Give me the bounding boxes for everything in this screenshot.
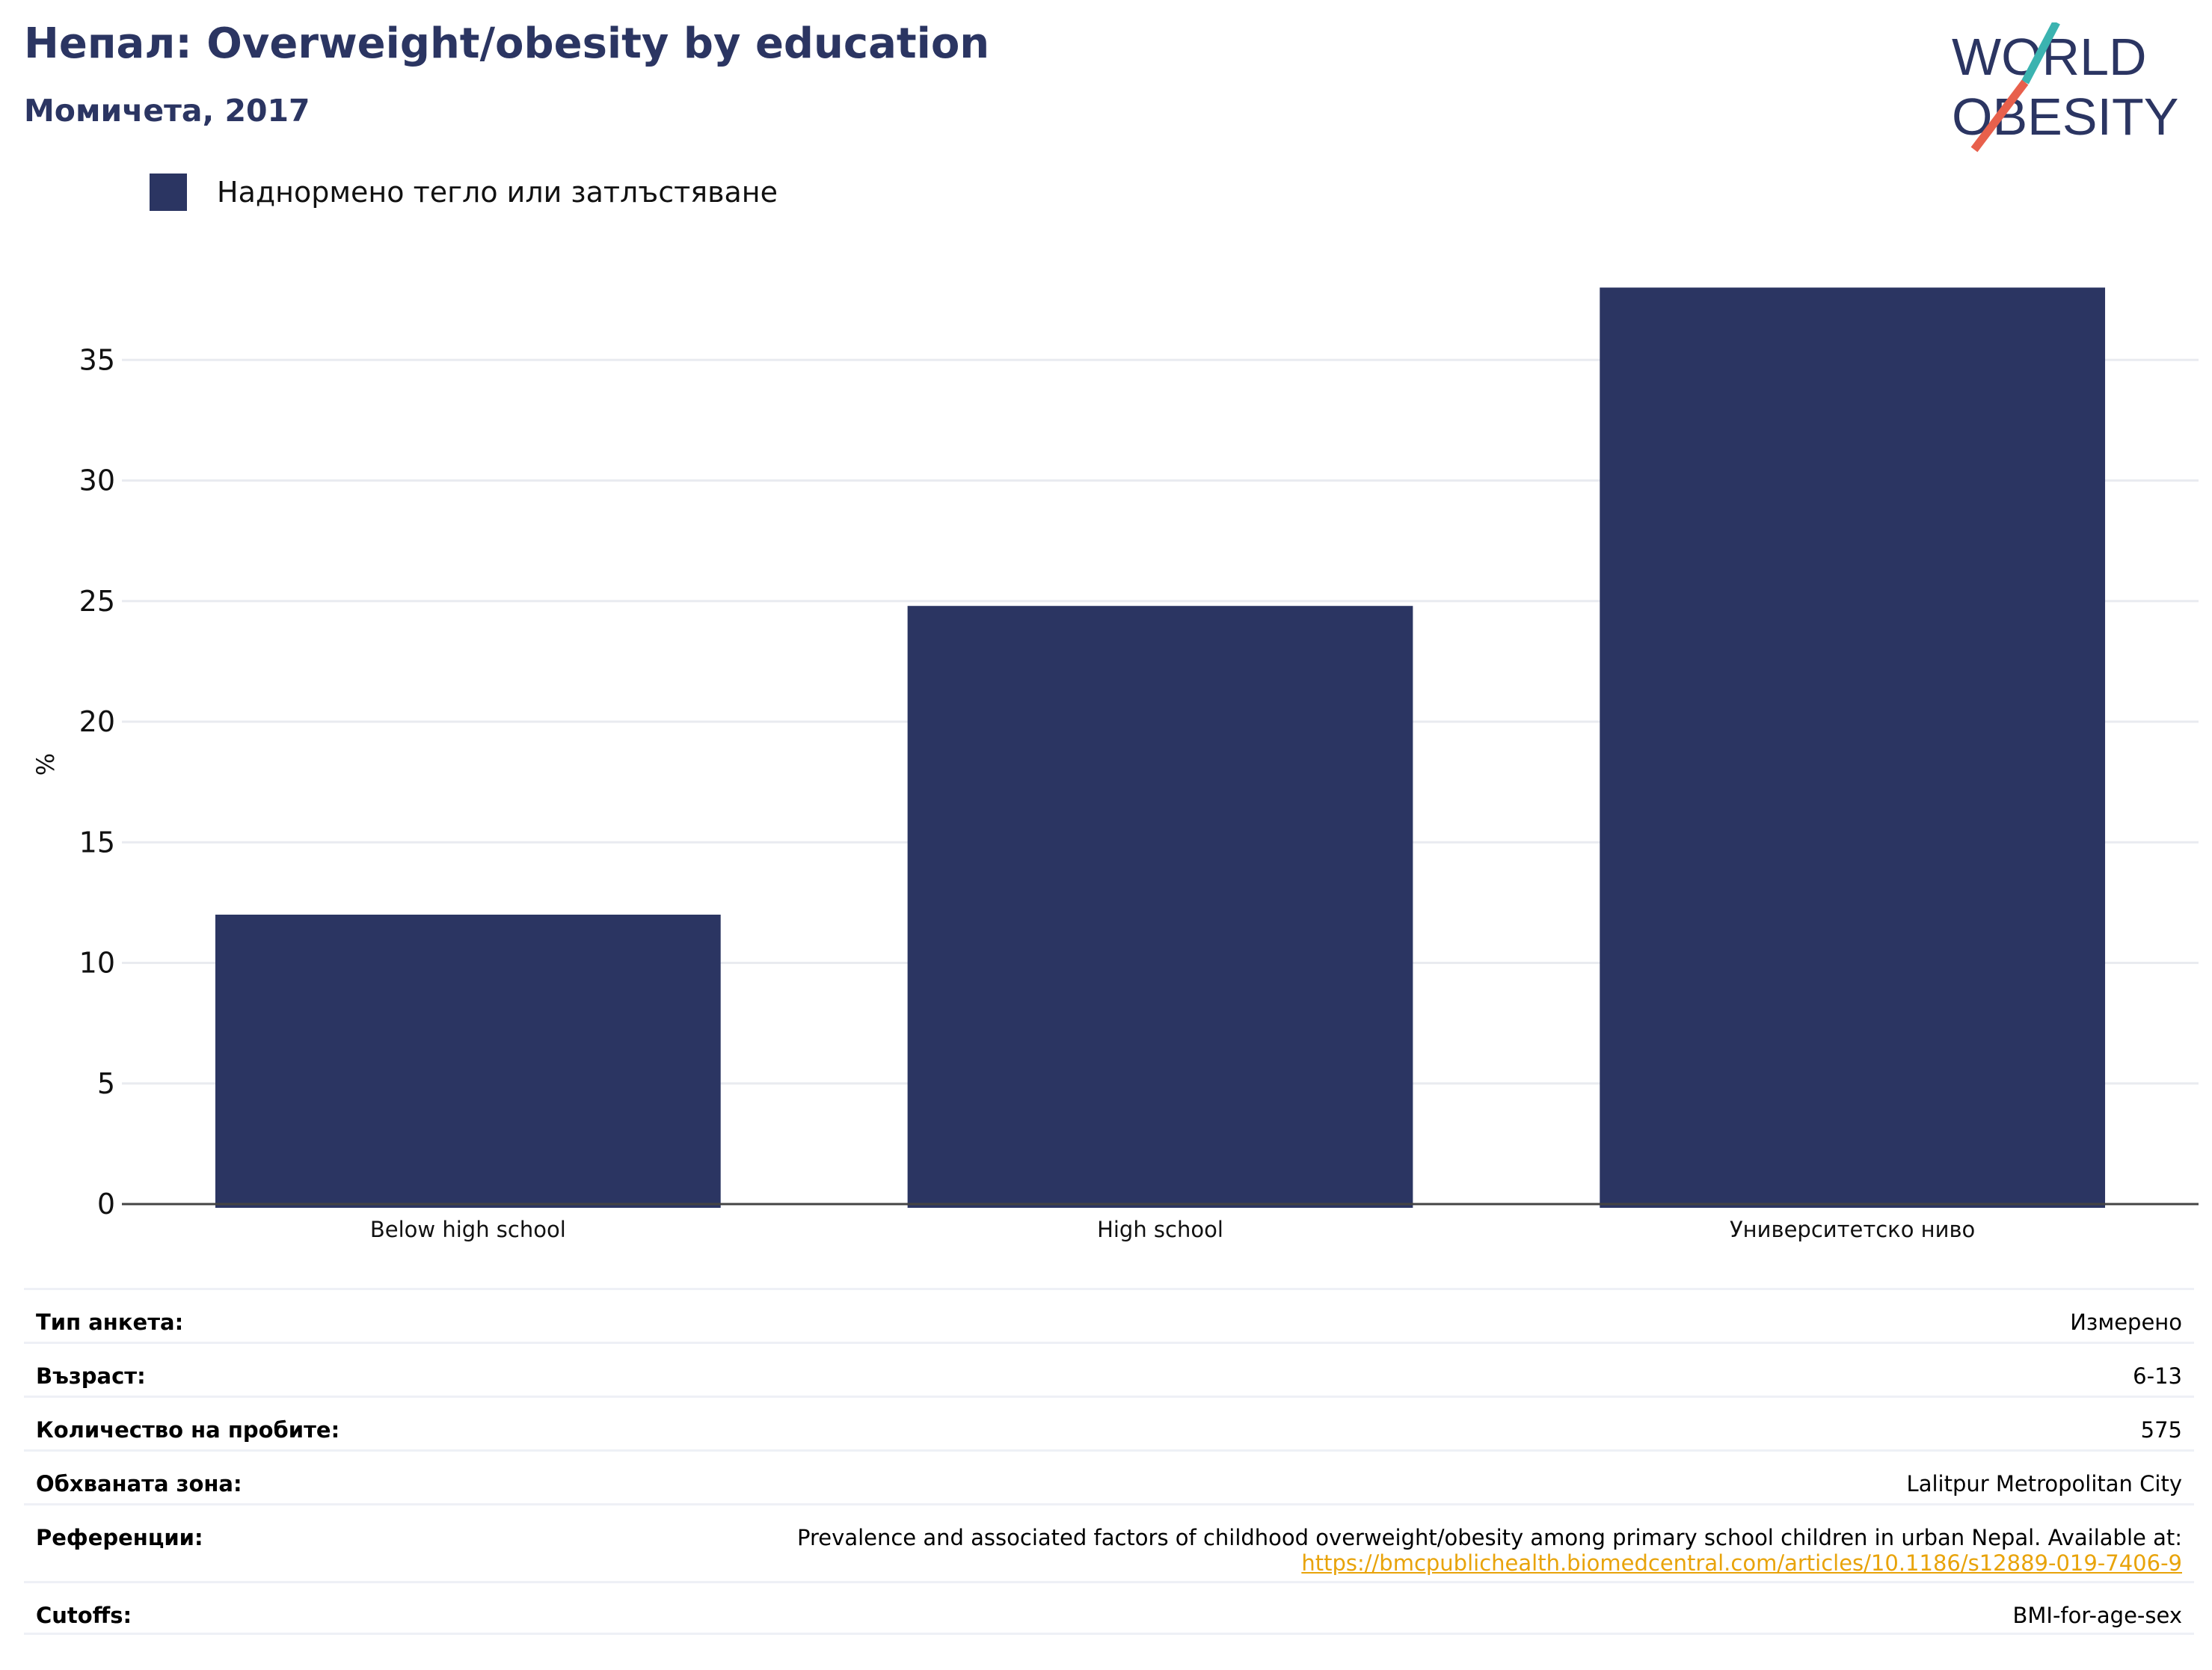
chart-title: Непал: Overweight/obesity by education bbox=[24, 19, 990, 68]
sample-size-label: Количество на пробите: bbox=[36, 1417, 340, 1443]
world-obesity-logo: WORLD OBESITY bbox=[1952, 22, 2178, 153]
logo-slash-top bbox=[2021, 22, 2060, 85]
references-label: Референции: bbox=[36, 1525, 203, 1550]
info-row-survey-type: Тип анкета: Измерено bbox=[24, 1288, 2194, 1342]
info-row-references: Референции: Prevalence and associated fa… bbox=[24, 1503, 2194, 1581]
survey-info-table: Тип анкета: Измерено Възраст: 6-13 Колич… bbox=[24, 1288, 2194, 1635]
logo-slash-bottom bbox=[1970, 79, 2029, 153]
sample-size-value: 575 bbox=[2140, 1417, 2182, 1443]
age-value: 6-13 bbox=[2133, 1363, 2182, 1389]
area-label: Обхваната зона: bbox=[36, 1471, 242, 1496]
references-link[interactable]: https://bmcpublichealth.biomedcentral.co… bbox=[1301, 1550, 2182, 1576]
logo-line2: OBESITY bbox=[1952, 88, 2178, 146]
y-tick-label: 30 bbox=[79, 464, 115, 497]
info-row-sample-size: Количество на пробите: 575 bbox=[24, 1396, 2194, 1449]
x-tick-label: High school bbox=[1097, 1217, 1223, 1242]
bar bbox=[215, 915, 721, 1208]
area-value: Lalitpur Metropolitan City bbox=[1906, 1471, 2182, 1496]
chart-subtitle: Момичета, 2017 bbox=[24, 93, 310, 129]
info-row-age: Възраст: 6-13 bbox=[24, 1342, 2194, 1396]
legend-label: Наднормено тегло или затлъстяване bbox=[217, 176, 778, 209]
y-tick-label: 15 bbox=[79, 826, 115, 859]
legend-swatch bbox=[150, 174, 187, 211]
bar bbox=[1600, 287, 2106, 1208]
y-tick-label: 10 bbox=[79, 947, 115, 980]
references-value: Prevalence and associated factors of chi… bbox=[797, 1525, 2182, 1576]
cutoffs-label: Cutoffs: bbox=[36, 1603, 132, 1628]
y-axis-label: % bbox=[31, 753, 60, 776]
chart-legend: Наднормено тегло или затлъстяване bbox=[150, 174, 778, 211]
age-label: Възраст: bbox=[36, 1363, 146, 1389]
y-tick-label: 25 bbox=[79, 585, 115, 618]
y-tick-label: 5 bbox=[97, 1067, 115, 1100]
info-row-area: Обхваната зона: Lalitpur Metropolitan Ci… bbox=[24, 1449, 2194, 1503]
survey-type-value: Измерено bbox=[2070, 1310, 2182, 1335]
bar bbox=[907, 606, 1413, 1208]
cutoffs-value: BMI-for-age-sex bbox=[2012, 1603, 2182, 1628]
y-tick-label: 20 bbox=[79, 705, 115, 738]
info-row-cutoffs: Cutoffs: BMI-for-age-sex bbox=[24, 1581, 2194, 1635]
x-tick-label: Университетско ниво bbox=[1730, 1217, 1975, 1242]
y-tick-label: 0 bbox=[97, 1188, 115, 1221]
bar-chart: 0 5 10 15 20 25 30 35% Below high school High sch… bbox=[31, 287, 2199, 1242]
survey-type-label: Тип анкета: bbox=[36, 1310, 184, 1335]
references-text: Prevalence and associated factors of chi… bbox=[797, 1525, 2182, 1550]
x-tick-label: Below high school bbox=[370, 1217, 566, 1242]
y-tick-label: 35 bbox=[79, 343, 115, 376]
